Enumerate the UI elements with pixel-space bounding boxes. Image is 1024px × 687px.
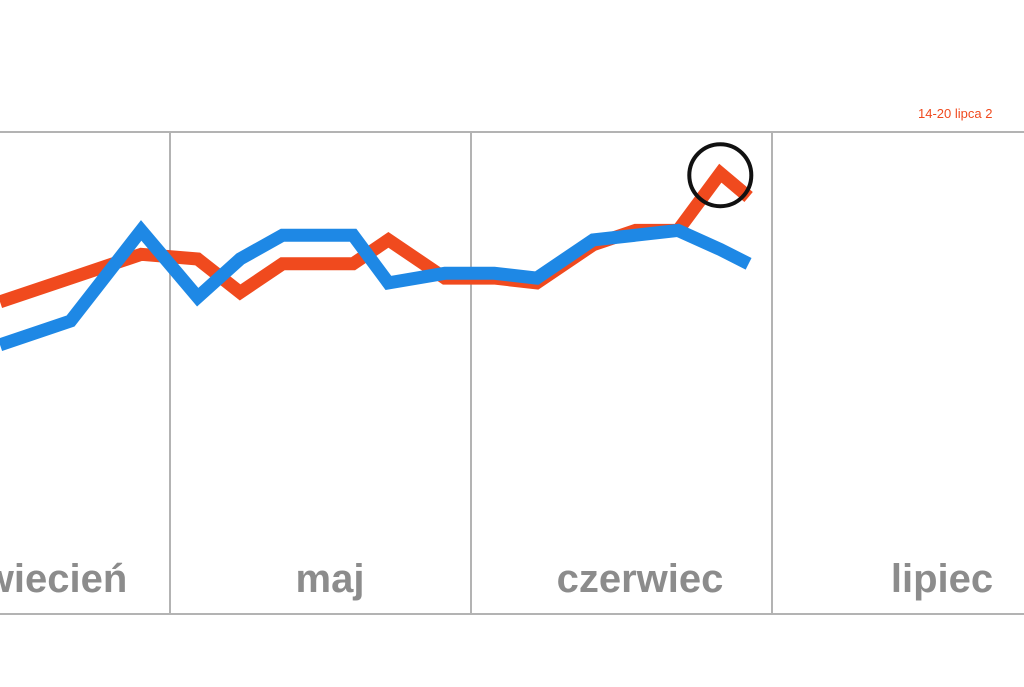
- month-label: lipiec: [891, 557, 993, 601]
- series-line-2: [0, 220, 752, 352]
- annotation-layer: 14-20 lipca 2: [687, 106, 992, 209]
- month-label: czerwiec: [557, 557, 724, 601]
- annotation-label: 14-20 lipca 2: [918, 106, 992, 121]
- plot-frame: [0, 131, 1024, 615]
- annotation-circle: [687, 142, 754, 209]
- month-label: maj: [296, 557, 365, 601]
- series-layer: [0, 163, 753, 352]
- month-dividers: [169, 132, 773, 614]
- month-labels: wiecień maj czerwiec lipiec: [0, 557, 993, 601]
- month-label: wiecień: [0, 557, 127, 601]
